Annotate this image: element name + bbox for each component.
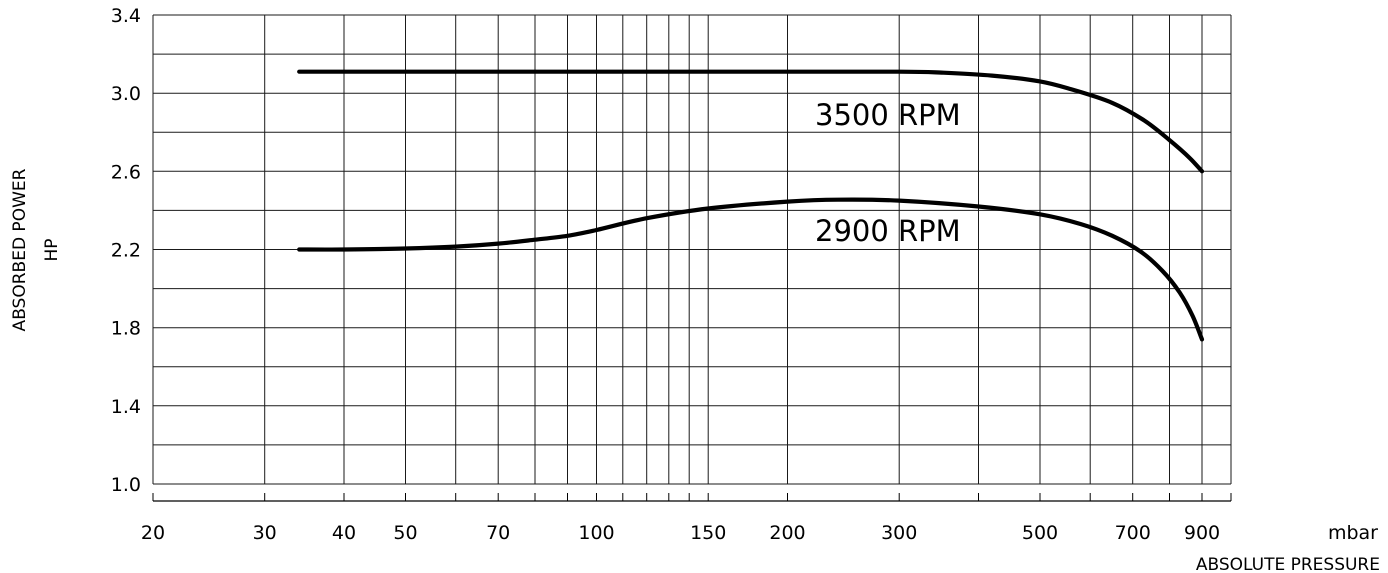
series-line-2900-rpm [297, 197, 1205, 342]
y-tick-label: 1.4 [111, 396, 141, 418]
grid [152, 14, 1232, 485]
series-label-3500-rpm: 3500 RPM [815, 98, 961, 132]
series-label-2900-rpm: 2900 RPM [815, 214, 961, 248]
y-axis-title-line-1: ABSORBED POWER [10, 168, 30, 331]
y-tick-label: 3.4 [111, 5, 141, 27]
x-tick-label: 900 [1184, 522, 1220, 544]
x-tick-label: 200 [769, 522, 805, 544]
x-tick-label: 20 [141, 522, 165, 544]
y-tick-label: 3.0 [111, 83, 141, 105]
x-axis-ticks: 20 30 40 50 70 100 150 200 300 500 700 900 [141, 493, 1232, 544]
x-tick-label: 150 [690, 522, 726, 544]
x-tick-label: 50 [393, 522, 417, 544]
y-axis-title-line-2: HP [42, 238, 62, 261]
x-tick-label: 100 [578, 522, 614, 544]
series-line-3500-rpm [297, 69, 1205, 174]
x-tick-label: 300 [881, 522, 917, 544]
x-axis-unit: mbar [1328, 522, 1378, 544]
x-tick-label: 40 [332, 522, 356, 544]
y-axis-ticks: 1.0 1.4 1.8 2.2 2.6 3.0 3.4 [111, 5, 141, 496]
x-tick-label: 30 [253, 522, 277, 544]
series-lines [297, 69, 1205, 342]
x-tick-label: 500 [1022, 522, 1058, 544]
y-tick-label: 1.8 [111, 318, 141, 340]
x-axis-title: ABSOLUTE PRESSURE [1196, 555, 1380, 573]
x-tick-label: 70 [486, 522, 510, 544]
y-tick-label: 2.2 [111, 240, 141, 262]
y-tick-label: 2.6 [111, 161, 141, 183]
x-tick-label: 700 [1115, 522, 1151, 544]
y-tick-label: 1.0 [111, 474, 141, 496]
